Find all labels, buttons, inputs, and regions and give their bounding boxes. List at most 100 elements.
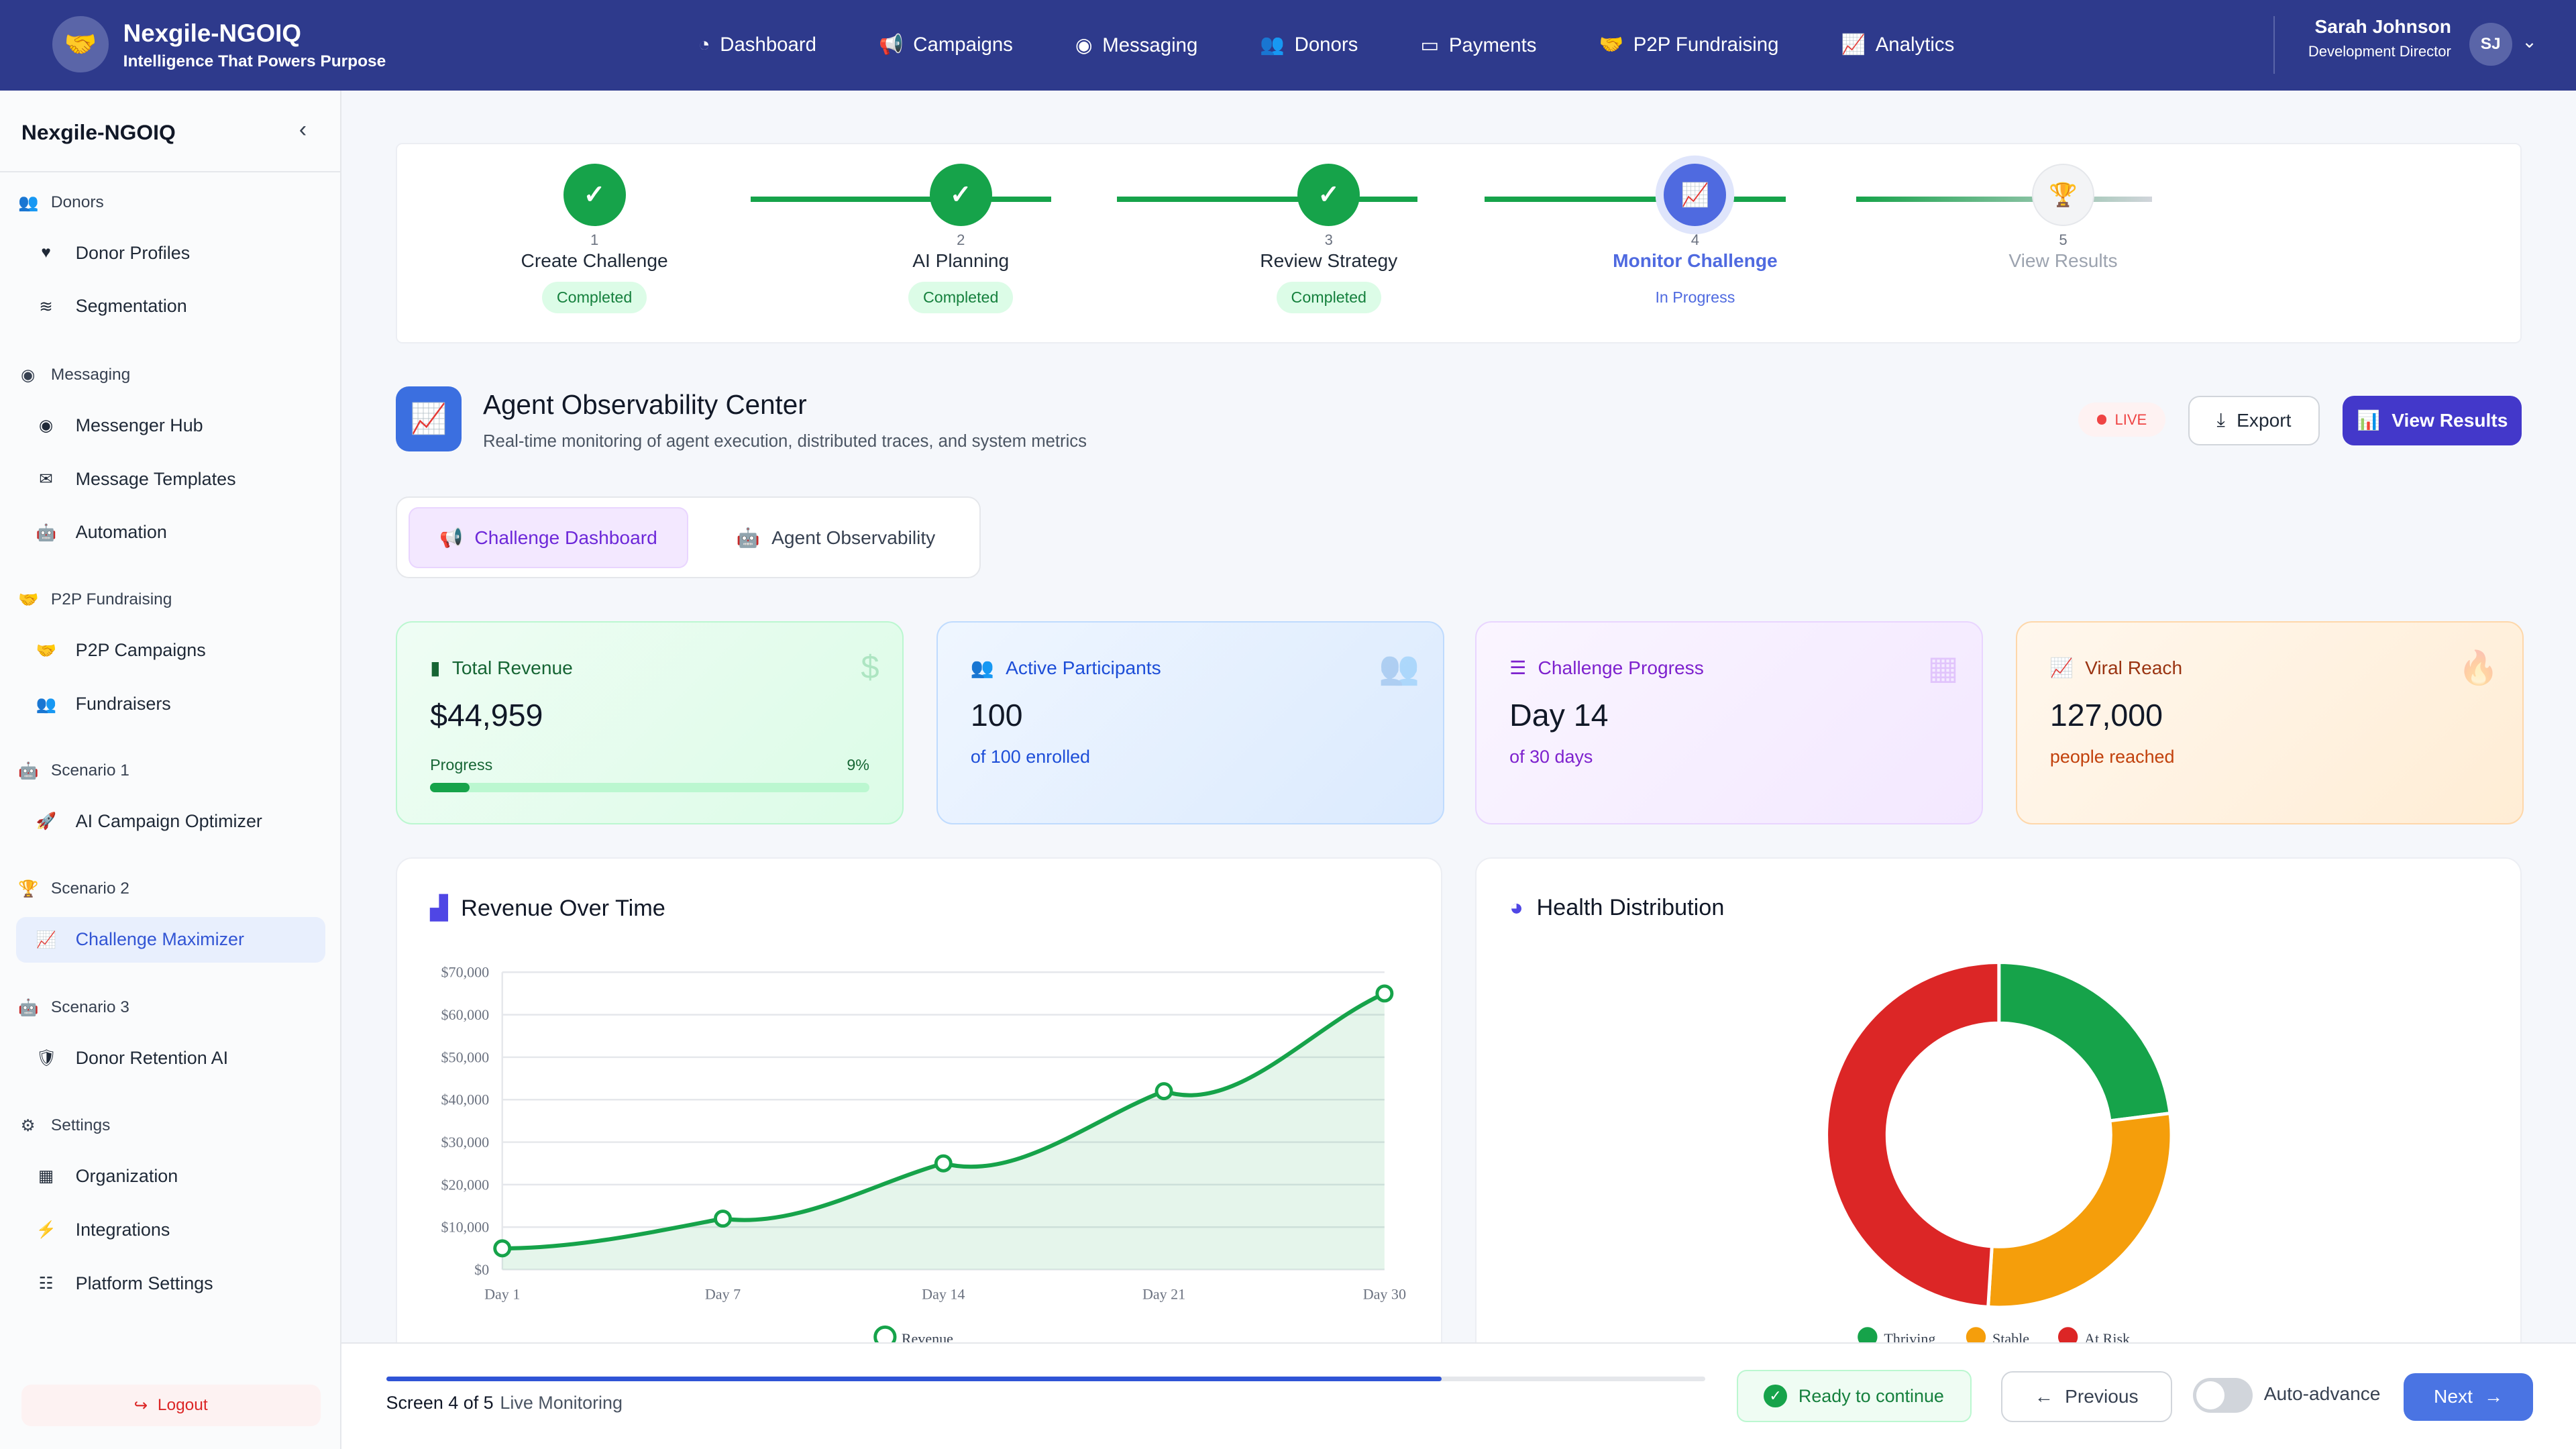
logout-button[interactable]: ↪ Logout [21,1385,321,1426]
logo-icon[interactable]: 🤝 [52,16,109,72]
view-results-button[interactable]: 📊 View Results [2343,396,2522,445]
nav-label: P2P Fundraising [1633,34,1779,56]
nav-campaigns[interactable]: 📢 Campaigns [879,34,1013,56]
data-point[interactable] [934,1154,953,1173]
robot-icon: 🤖 [17,761,39,780]
step-1[interactable]: ✓ 1 Create Challenge Completed [463,164,726,313]
step-status: In Progress [1655,288,1735,306]
tab-label: Agent Observability [771,527,936,548]
progress-percent: 9% [847,756,869,774]
step-label: Review Strategy [1260,250,1398,272]
export-button[interactable]: ⤓ Export [2188,396,2320,445]
nav-payments[interactable]: ▭ Payments [1420,34,1536,57]
brand-name: Nexgile-NGOIQ [123,19,301,48]
sidebar-item-integrations[interactable]: ⚡ Integrations [16,1207,325,1253]
sidebar-item-ai-campaign-optimizer[interactable]: 🚀 AI Campaign Optimizer [16,798,325,845]
revenue-chart-card: ▟ Revenue Over Time $0 $10,000 $20,000 $30,0… [396,857,1443,1384]
nav-label: Payments [1448,34,1537,56]
users-icon: 👥 [17,193,39,212]
sidebar-item-label: Organization [75,1165,178,1186]
stat-value: $44,959 [430,698,543,733]
sidebar-item-label: Platform Settings [75,1273,213,1293]
ready-label: Ready to continue [1798,1385,1944,1406]
messenger-icon: ◉ [1075,34,1093,56]
data-point[interactable] [714,1210,733,1228]
sidebar-item-challenge-maximizer[interactable]: 📈 Challenge Maximizer [16,916,325,963]
nav-label: Analytics [1875,34,1955,56]
credit-card-icon: ▭ [1420,34,1440,56]
sidebar-item-fundraisers[interactable]: 👥 Fundraisers [16,681,325,727]
sidebar-item-donor-retention-ai[interactable]: 🛡 Donor Retention AI [16,1035,325,1081]
page-title: Agent Observability Center [483,389,807,421]
sidebar-section-scenario-3: 🤖 Scenario 3 [18,998,129,1018]
tab-agent-observability[interactable]: 🤖 Agent Observability [704,507,967,568]
y-tick-label: $0 [474,1261,489,1278]
trophy-icon: 🏆 [17,880,39,899]
y-tick-label: $30,000 [441,1134,490,1150]
sidebar-item-automation[interactable]: 🤖 Automation [16,510,325,556]
export-label: Export [2237,409,2292,431]
donut-slice-stable[interactable] [1986,1111,2174,1309]
sidebar-item-messenger-hub[interactable]: ◉ Messenger Hub [16,402,325,449]
avatar[interactable]: SJ [2469,23,2512,66]
shield-icon: 🛡 [36,1049,57,1068]
nav-dashboard[interactable]: ◔ Dashboard [698,34,816,56]
sidebar-item-organization[interactable]: ▦ Organization [16,1153,325,1199]
nav-donors[interactable]: 👥 Donors [1260,34,1358,56]
handshake-icon: 🤝 [36,641,57,660]
stat-title: Total Revenue [451,657,573,678]
stat-value: 100 [970,698,1023,733]
tab-challenge-dashboard[interactable]: 📢 Challenge Dashboard [409,507,688,568]
y-tick-label: $50,000 [441,1049,490,1065]
previous-button[interactable]: ← Previous [2000,1371,2172,1423]
sidebar-item-label: Messenger Hub [75,415,203,435]
data-point[interactable] [1155,1082,1173,1101]
y-tick-label: $10,000 [441,1219,490,1236]
step-5[interactable]: 🏆 5 View Results [1932,164,2195,272]
users-icon: 👥 [36,695,57,714]
step-4[interactable]: 📈 4 Monitor Challenge In Progress [1564,164,1827,313]
main-nav: ◔ Dashboard 📢 Campaigns ◉ Messaging 👥 Donors… [698,0,1954,91]
sidebar-item-message-templates[interactable]: ✉ Message Templates [16,456,325,502]
x-tick-label: Day 1 [484,1286,520,1303]
y-tick-label: $60,000 [441,1006,490,1023]
sidebar: Nexgile-NGOIQ ‹ 👥 Donors ♥ Donor Profiles ≋ S… [0,90,342,1449]
chart-title: Revenue Over Time [461,895,665,921]
wallet-icon: ▮ [430,657,441,679]
sidebar-item-p2p-campaigns[interactable]: 🤝 P2P Campaigns [16,628,325,674]
collapse-sidebar-icon[interactable]: ‹ [299,116,307,142]
sidebar-item-label: Donor Profiles [75,242,191,263]
messenger-icon: ◉ [20,366,36,384]
arrow-right-icon: → [2484,1386,2504,1407]
screen-indicator: Screen 4 of 5 Live Monitoring [386,1393,623,1413]
donut-slice-at-risk[interactable] [1825,961,2001,1309]
handshake-icon: 🤝 [1599,34,1624,56]
sidebar-item-donor-profiles[interactable]: ♥ Donor Profiles [16,230,325,276]
donut-slice-thriving[interactable] [1997,961,2172,1123]
section-label: Messaging [50,365,131,384]
nav-messaging[interactable]: ◉ Messaging [1075,34,1197,57]
stat-card-total-revenue: $ ▮ Total Revenue $44,959 Progress 9% [396,621,904,825]
top-navbar: 🤝 Nexgile-NGOIQ Intelligence That Powers… [0,0,2576,91]
sidebar-section-messaging: ◉ Messaging [18,365,130,385]
auto-advance-toggle[interactable] [2193,1378,2253,1413]
nav-analytics[interactable]: 📈 Analytics [1841,34,1954,56]
x-tick-label: Day 7 [705,1286,741,1303]
data-point[interactable] [493,1239,512,1258]
data-point[interactable] [1375,984,1394,1003]
next-button[interactable]: Next → [2403,1373,2534,1421]
check-icon: ✓ [1297,164,1360,227]
sidebar-item-segmentation[interactable]: ≋ Segmentation [16,284,325,330]
live-badge: LIVE [2078,402,2165,437]
step-3[interactable]: ✓ 3 Review Strategy Completed [1197,164,1460,313]
section-label: Scenario 3 [50,998,129,1016]
chevron-down-icon[interactable]: ⌄ [2522,31,2537,52]
step-number: 5 [2059,231,2068,248]
nav-label: Messaging [1102,34,1198,56]
nav-p2p-fundraising[interactable]: 🤝 P2P Fundraising [1599,34,1779,56]
sidebar-item-platform-settings[interactable]: ☷ Platform Settings [16,1260,325,1307]
step-2[interactable]: ✓ 2 AI Planning Completed [829,164,1092,313]
section-label: Scenario 1 [50,761,129,780]
step-status: Completed [908,281,1014,313]
user-info[interactable]: Sarah Johnson Development Director [2273,16,2451,74]
